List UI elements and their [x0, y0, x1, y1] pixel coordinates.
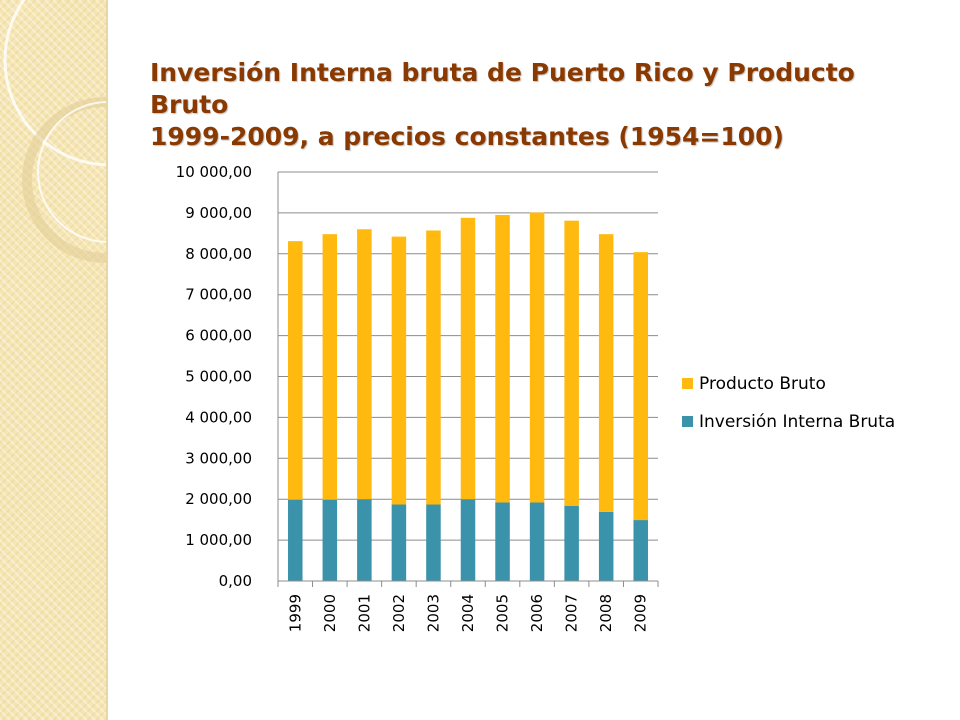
bar-inversion-interna-bruta	[391, 504, 407, 581]
y-tick-label: 2 000,00	[185, 490, 252, 508]
bar-inversion-interna-bruta	[598, 511, 614, 581]
bar-producto-bruto	[426, 230, 441, 505]
bars	[288, 212, 648, 581]
bar-producto-bruto	[564, 220, 579, 506]
title-line-2: 1999-2009, a precios constantes (1954=10…	[150, 122, 784, 151]
bar-inversion-interna-bruta	[322, 499, 338, 581]
legend-swatch	[682, 378, 693, 389]
y-tick-label: 6 000,00	[185, 327, 252, 345]
y-tick-label: 5 000,00	[185, 368, 252, 386]
x-tick-label: 2005	[494, 594, 512, 632]
bar-inversion-interna-bruta	[529, 502, 545, 581]
bar-inversion-interna-bruta	[633, 520, 648, 581]
bar-inversion-interna-bruta	[426, 504, 441, 581]
slide-title: Inversión Interna bruta de Puerto Rico y…	[150, 57, 930, 153]
deco-circle-large	[3, 0, 106, 167]
y-tick-label: 10 000,00	[176, 163, 252, 181]
title-line-1: Inversión Interna bruta de Puerto Rico y…	[150, 58, 855, 119]
bar-inversion-interna-bruta	[495, 502, 510, 581]
bar-producto-bruto	[633, 252, 648, 521]
bar-producto-bruto	[495, 214, 510, 503]
decorative-circles	[3, 0, 106, 263]
x-tick-label: 1999	[286, 594, 304, 632]
bar-producto-bruto	[598, 234, 614, 512]
x-tick-label: 2003	[424, 594, 442, 632]
y-tick-label: 4 000,00	[185, 408, 252, 426]
x-tick-label: 2002	[390, 594, 408, 632]
deco-circle-inner	[37, 101, 106, 243]
bar-inversion-interna-bruta	[460, 499, 476, 581]
bar-producto-bruto	[529, 212, 545, 503]
bar-producto-bruto	[322, 234, 338, 500]
x-tick-label: 2000	[321, 594, 339, 632]
x-tick-label: 2009	[632, 594, 650, 632]
x-tick-label: 2007	[563, 594, 581, 632]
x-tick-label: 2004	[459, 594, 477, 632]
bar-inversion-interna-bruta	[564, 505, 579, 581]
legend: Producto Bruto Inversión Interna Bruta	[682, 374, 895, 432]
decorative-side-panel	[0, 0, 106, 720]
x-axis: 1999 2000 2001 2002 2003 2004 2005 2006 2007 2008…	[277, 580, 659, 632]
side-divider	[106, 0, 108, 720]
y-tick-label: 8 000,00	[185, 245, 252, 263]
y-tick-label: 3 000,00	[185, 449, 252, 467]
bar-producto-bruto	[460, 217, 476, 500]
x-tick-label: 2001	[355, 594, 373, 632]
bar-producto-bruto	[357, 229, 372, 500]
bar-producto-bruto	[288, 241, 303, 500]
y-axis: 0,00 1 000,00 2 000,00 3 000,00 4 000,00 5 00…	[176, 163, 279, 590]
legend-label: Inversión Interna Bruta	[699, 412, 895, 432]
x-tick-label: 2008	[597, 594, 615, 632]
y-tick-label: 1 000,00	[185, 531, 252, 549]
legend-label: Producto Bruto	[699, 374, 826, 394]
bar-producto-bruto	[391, 236, 407, 505]
legend-swatch	[682, 416, 693, 427]
bar-inversion-interna-bruta	[288, 499, 303, 581]
y-tick-label: 7 000,00	[185, 286, 252, 304]
x-tick-label: 2006	[528, 594, 546, 632]
y-tick-label: 9 000,00	[185, 204, 252, 222]
y-tick-label: 0,00	[219, 572, 252, 590]
bar-inversion-interna-bruta	[357, 499, 372, 581]
